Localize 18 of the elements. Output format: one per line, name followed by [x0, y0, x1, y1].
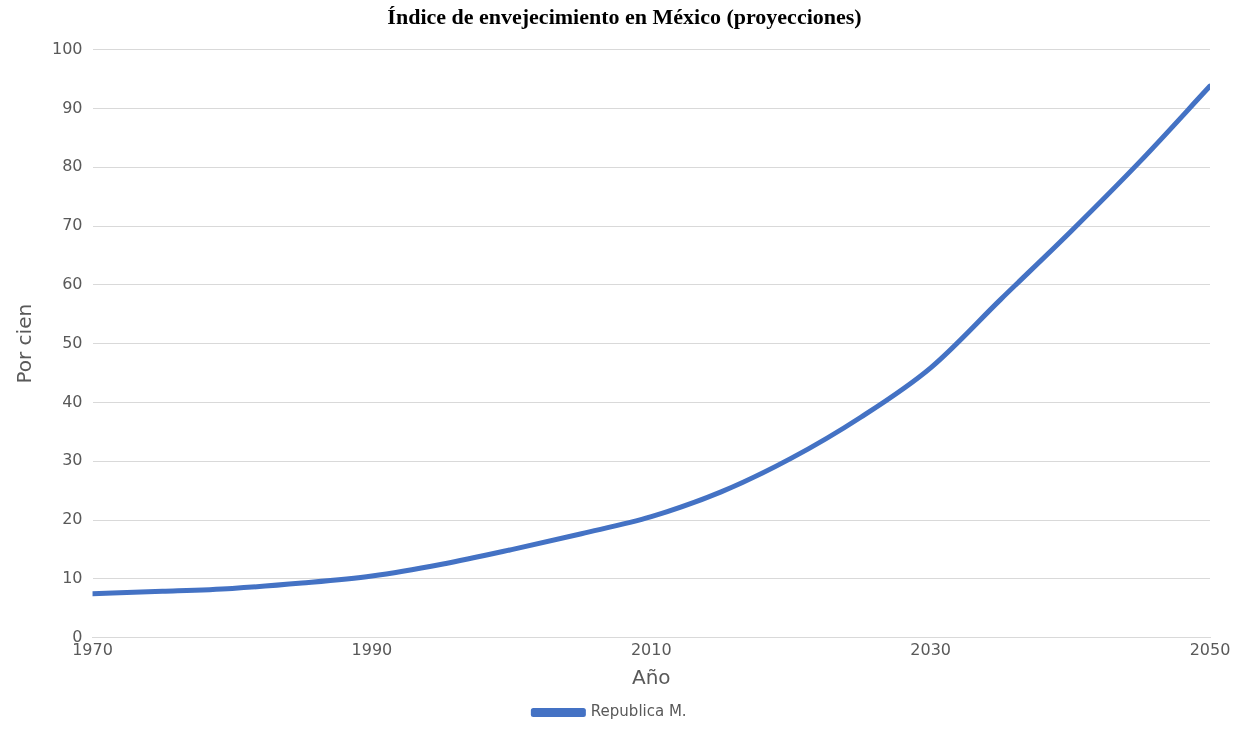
y-tick-label: 10 — [62, 568, 83, 588]
y-axis-title: Por cien — [12, 303, 37, 384]
y-tick-label: 50 — [62, 332, 83, 352]
chart-title: Índice de envejecimiento en México (proyecciones) — [386, 4, 863, 30]
x-tick-label: 2050 — [1189, 639, 1231, 659]
legend-label: Republica M. — [590, 702, 687, 721]
y-tick-label: 30 — [62, 450, 83, 470]
x-tick-label: 1990 — [351, 639, 393, 659]
y-tick-label: 40 — [62, 391, 83, 411]
y-tick-label: 90 — [62, 97, 83, 117]
y-tick-label: 80 — [62, 156, 83, 176]
y-tick-label: 100 — [51, 38, 83, 58]
y-tick-label: 60 — [62, 274, 83, 294]
x-tick-label: 2030 — [910, 639, 951, 659]
y-tick-label: 70 — [62, 215, 83, 235]
y-tick-label: 20 — [62, 509, 83, 529]
x-axis-title: Año — [631, 665, 671, 690]
x-tick-label: 2010 — [630, 639, 672, 659]
